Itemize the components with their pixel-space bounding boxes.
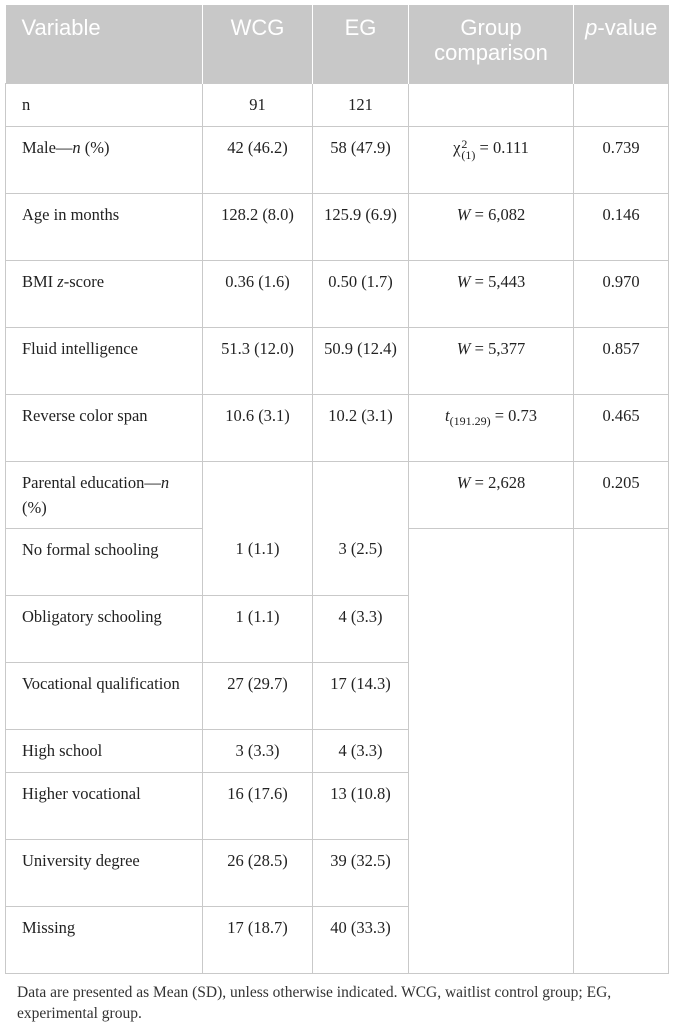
row-label: Age in months: [5, 192, 203, 261]
cell-comparison: χ 2 (1) = 0.111: [408, 125, 574, 194]
cell-p-value: 0.146: [573, 192, 669, 261]
row-label: University degree: [5, 838, 203, 907]
header-wcg: WCG: [202, 5, 313, 83]
table-row: University degree 26 (28.5) 39 (32.5): [5, 838, 669, 907]
cell-eg: 13 (10.8): [312, 771, 409, 840]
cell-eg: 58 (47.9): [312, 125, 409, 194]
table-row: Missing 17 (18.7) 40 (33.3): [5, 905, 669, 974]
cell-p-value: 0.739: [573, 125, 669, 194]
cell-comparison: W = 6,082: [408, 192, 574, 261]
cell-wcg: 16 (17.6): [202, 771, 313, 840]
cell-eg: 4 (3.3): [312, 594, 409, 663]
cell-comparison-empty: [408, 527, 574, 974]
table-row: No formal schooling 1 (1.1) 3 (2.5): [5, 527, 669, 974]
cell-wcg: 1 (1.1): [202, 528, 313, 596]
header-p-value: p-value: [573, 5, 669, 83]
header-group-comparison: Group comparison: [408, 5, 574, 83]
cell-eg: 39 (32.5): [312, 838, 409, 907]
cell-eg: 3 (2.5): [312, 528, 409, 596]
cell-eg: 125.9 (6.9): [312, 192, 409, 261]
row-label: Male—n (%): [5, 125, 203, 194]
cell-eg: 4 (3.3): [312, 728, 409, 773]
cell-comparison: W = 5,443: [408, 259, 574, 328]
cell-wcg: [202, 460, 313, 528]
table-row: High school 3 (3.3) 4 (3.3): [5, 728, 669, 773]
row-label: Fluid intelligence: [5, 326, 203, 395]
cell-eg: [312, 460, 409, 528]
row-label: Reverse color span: [5, 393, 203, 462]
cell-eg: 121: [312, 82, 409, 127]
cell-eg: 0.50 (1.7): [312, 259, 409, 328]
table-row: Age in months 128.2 (8.0) 125.9 (6.9) W …: [5, 192, 669, 261]
cell-comparison: [408, 82, 574, 127]
table-row: Vocational qualification 27 (29.7) 17 (1…: [5, 661, 669, 730]
cell-wcg: 128.2 (8.0): [202, 192, 313, 261]
cell-p-value: 0.465: [573, 393, 669, 462]
table-footnote: Data are presented as Mean (SD), unless …: [17, 983, 612, 1022]
cell-wcg: 26 (28.5): [202, 838, 313, 907]
table-row: Parental education—n (%) W = 2,628 0.205: [5, 460, 669, 529]
cell-eg: 17 (14.3): [312, 661, 409, 730]
cell-p-value: 0.857: [573, 326, 669, 395]
table-row: n 91 121: [5, 82, 669, 127]
cell-wcg: 42 (46.2): [202, 125, 313, 194]
cell-comparison: W = 2,628: [408, 460, 574, 529]
document-page: Variable WCG EG Group comparison p-value…: [5, 5, 669, 1024]
cell-eg: 10.2 (3.1): [312, 393, 409, 462]
cell-wcg: 0.36 (1.6): [202, 259, 313, 328]
row-label: BMI z-score: [5, 259, 203, 328]
header-eg: EG: [312, 5, 409, 83]
table-row: Male—n (%) 42 (46.2) 58 (47.9) χ 2 (1) = 0…: [5, 125, 669, 194]
row-label: n: [5, 82, 203, 127]
cell-eg: 50.9 (12.4): [312, 326, 409, 395]
table-row: Higher vocational 16 (17.6) 13 (10.8): [5, 771, 669, 840]
cell-wcg: 3 (3.3): [202, 728, 313, 773]
cell-p-value: 0.970: [573, 259, 669, 328]
cell-wcg: 51.3 (12.0): [202, 326, 313, 395]
row-label: Parental education—n (%): [5, 460, 203, 529]
demographics-table: Variable WCG EG Group comparison p-value…: [5, 5, 669, 974]
table-row: BMI z-score 0.36 (1.6) 0.50 (1.7) W = 5,…: [5, 259, 669, 328]
table-row: Obligatory schooling 1 (1.1) 4 (3.3): [5, 594, 669, 663]
cell-wcg: 27 (29.7): [202, 661, 313, 730]
row-label: High school: [5, 728, 203, 773]
table-row: Fluid intelligence 51.3 (12.0) 50.9 (12.…: [5, 326, 669, 395]
cell-comparison: W = 5,377: [408, 326, 574, 395]
cell-p-value-empty: [573, 527, 669, 974]
cell-comparison: t(191.29) = 0.73: [408, 393, 574, 462]
cell-wcg: 91: [202, 82, 313, 127]
table-row: Reverse color span 10.6 (3.1) 10.2 (3.1)…: [5, 393, 669, 462]
row-label: No formal schooling: [5, 527, 203, 596]
cell-p-value: 0.205: [573, 460, 669, 529]
cell-wcg: 17 (18.7): [202, 905, 313, 974]
cell-wcg: 10.6 (3.1): [202, 393, 313, 462]
row-label: Missing: [5, 905, 203, 974]
row-label: Obligatory schooling: [5, 594, 203, 663]
cell-eg: 40 (33.3): [312, 905, 409, 974]
cell-wcg: 1 (1.1): [202, 594, 313, 663]
cell-p-value: [573, 82, 669, 127]
row-label: Higher vocational: [5, 771, 203, 840]
header-variable: Variable: [21, 15, 101, 40]
row-label: Vocational qualification: [5, 661, 203, 730]
table-header-row: Variable WCG EG Group comparison p-value: [5, 5, 669, 83]
